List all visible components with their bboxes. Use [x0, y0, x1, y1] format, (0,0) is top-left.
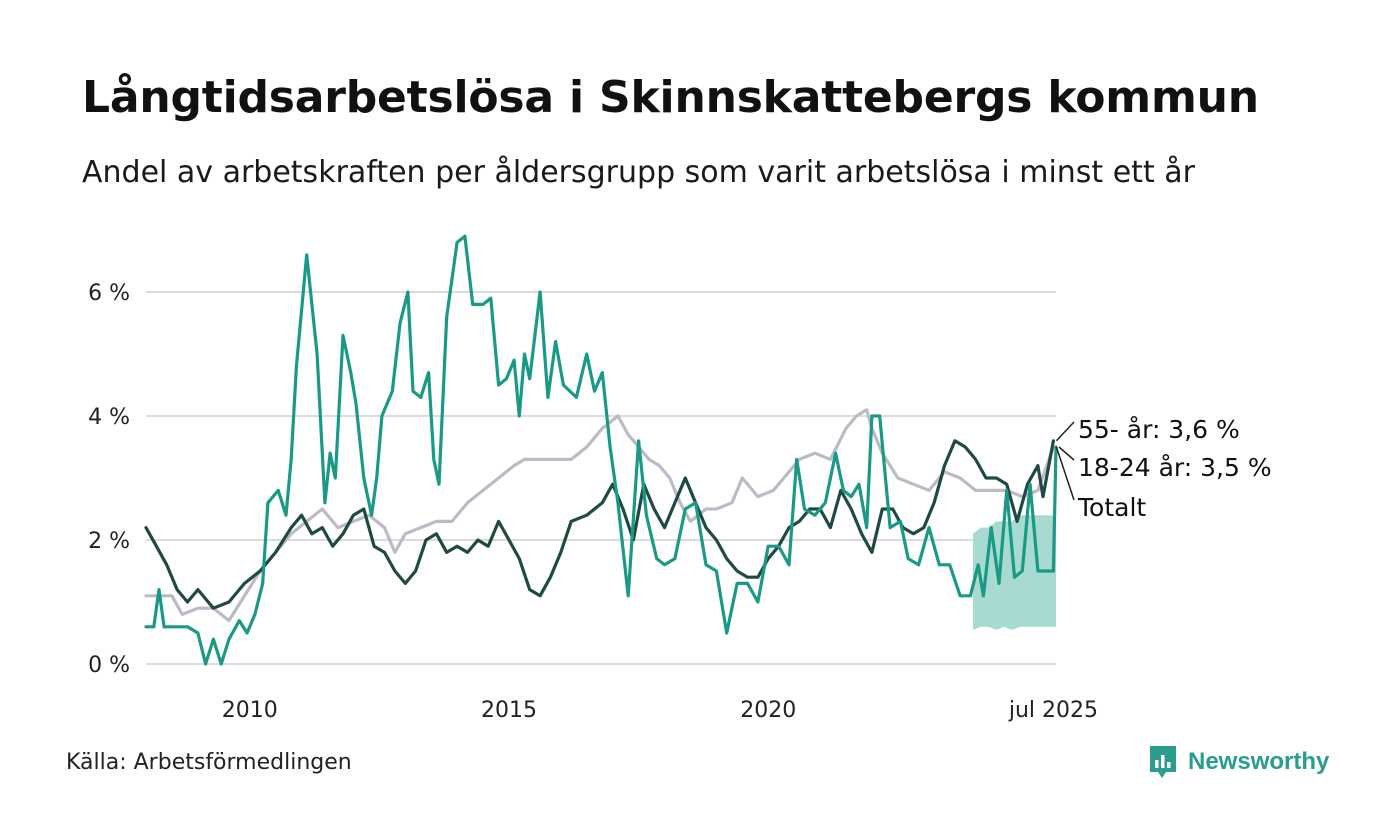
- series-end-label: Totalt: [1077, 493, 1146, 522]
- y-axis: 0 % 2 % 4 % 6 %: [88, 281, 130, 678]
- x-tick-label: 2020: [740, 698, 796, 723]
- leader-line: [1055, 421, 1075, 442]
- series-end-label: 55- år: 3,6 %: [1078, 415, 1240, 444]
- chart-subtitle: Andel av arbetskraften per åldersgrupp s…: [82, 155, 1195, 190]
- series-line-totalt: [144, 408, 1055, 623]
- brand-name: Newsworthy: [1188, 748, 1330, 775]
- leader-line: [1058, 446, 1075, 461]
- series-line-18-24-r: [144, 234, 1058, 666]
- x-tick-label: 2015: [481, 698, 537, 723]
- gridlines: [146, 291, 1056, 665]
- y-tick-label: 6 %: [88, 281, 130, 306]
- x-tick-label: 2010: [222, 698, 278, 723]
- y-tick-label: 4 %: [88, 405, 130, 430]
- bar-chart-bubble-icon: [1150, 746, 1176, 778]
- series-line-55-r: [144, 439, 1055, 610]
- brand-logo[interactable]: Newsworthy: [1148, 744, 1329, 780]
- chart-title: Långtidsarbetslösa i Skinnskattebergs ko…: [82, 72, 1259, 123]
- x-axis: 2010 2015 2020 jul 2025: [222, 698, 1098, 723]
- series-end-label: 18-24 år: 3,5 %: [1078, 453, 1272, 482]
- y-tick-label: 2 %: [88, 529, 130, 554]
- series-end-labels: Totalt 55- år: 3,6 % 18-24 år: 3,5 %: [1055, 415, 1272, 522]
- y-tick-label: 0 %: [88, 653, 130, 678]
- series-lines: [144, 234, 1058, 666]
- x-tick-label: jul 2025: [1008, 698, 1098, 723]
- source-note: Källa: Arbetsförmedlingen: [66, 750, 352, 775]
- leader-line: [1055, 446, 1075, 501]
